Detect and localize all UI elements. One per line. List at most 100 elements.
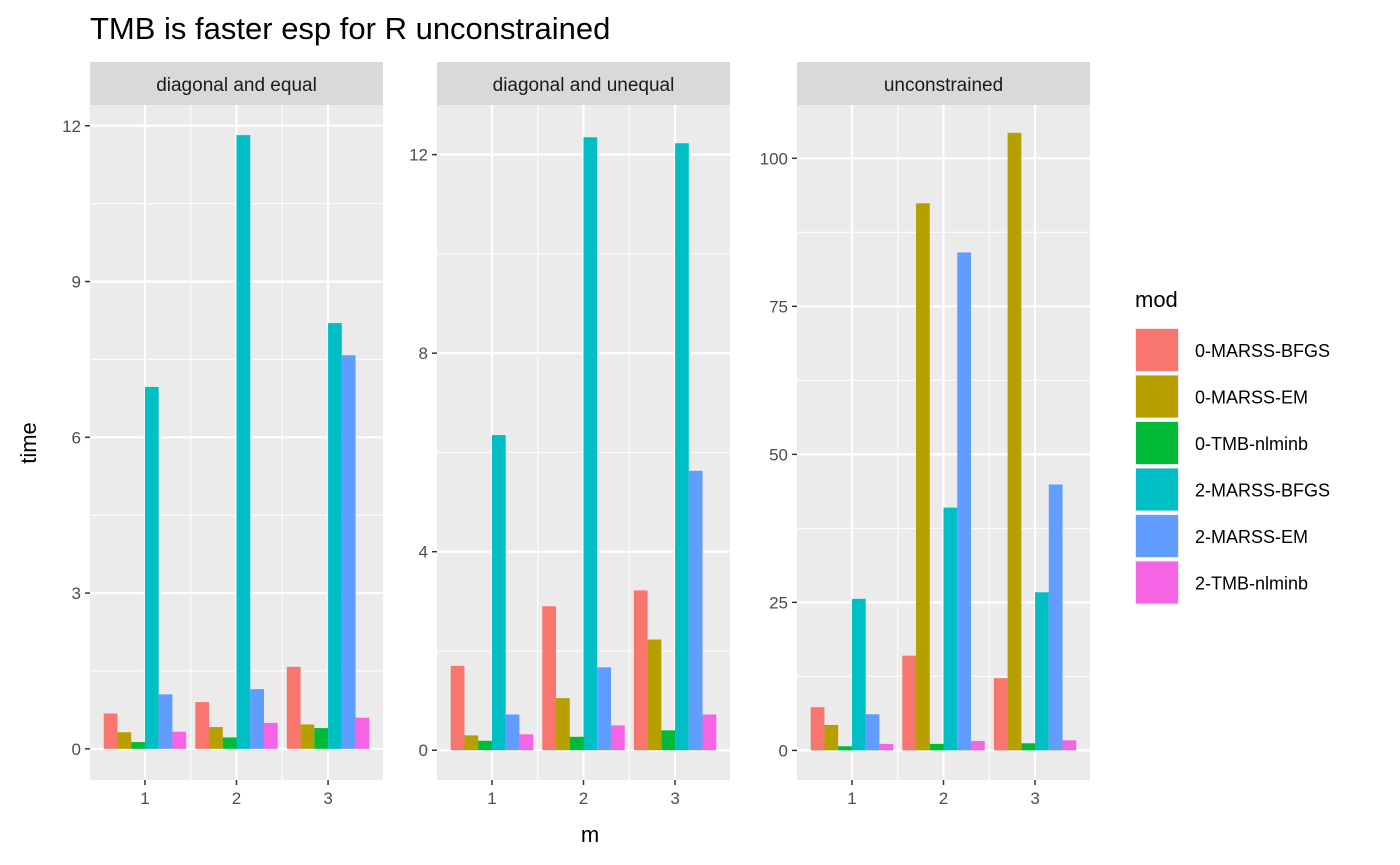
- x-tick-label: 2: [232, 789, 241, 808]
- facet-strip-label: unconstrained: [884, 75, 1003, 96]
- y-tick-label: 4: [419, 543, 428, 562]
- y-tick-label: 0: [419, 741, 428, 760]
- bar: [355, 717, 370, 749]
- bar: [702, 714, 717, 751]
- bar: [1062, 740, 1077, 751]
- bar: [464, 735, 479, 751]
- bar: [879, 743, 894, 751]
- x-axis-title: m: [581, 822, 599, 847]
- bar: [583, 137, 598, 751]
- x-tick-label: 3: [670, 789, 679, 808]
- bar: [661, 730, 676, 751]
- facet-strip: [90, 62, 383, 105]
- bar: [542, 606, 557, 751]
- x-tick-label: 3: [1030, 789, 1039, 808]
- bar: [865, 714, 880, 751]
- bar: [341, 355, 356, 749]
- bar: [236, 135, 251, 749]
- legend-swatch: [1136, 468, 1178, 511]
- bar: [916, 203, 930, 751]
- legend-item: 0-MARSS-BFGS: [1135, 328, 1330, 372]
- bar: [195, 702, 210, 749]
- bar: [824, 724, 839, 751]
- bar: [675, 143, 689, 751]
- bar: [300, 724, 315, 749]
- x-tick-label: 2: [939, 789, 948, 808]
- bar: [957, 252, 971, 751]
- bar: [970, 740, 985, 751]
- legend-label: 2-MARSS-BFGS: [1195, 481, 1330, 501]
- bar: [1035, 592, 1049, 751]
- x-tick-label: 1: [847, 789, 856, 808]
- bar: [103, 713, 118, 749]
- bar: [519, 734, 534, 751]
- bar: [144, 386, 159, 749]
- bar: [810, 707, 825, 751]
- facet-strip: [797, 62, 1090, 105]
- bar: [556, 698, 570, 751]
- bar: [633, 590, 648, 751]
- y-tick-label: 9: [72, 273, 81, 292]
- y-tick-label: 3: [72, 584, 81, 603]
- y-tick-label: 8: [419, 344, 428, 363]
- bar: [491, 435, 506, 751]
- legend-swatch: [1136, 329, 1178, 371]
- x-tick-label: 1: [487, 789, 496, 808]
- y-tick-label: 0: [72, 740, 81, 759]
- bar: [131, 742, 145, 749]
- chart-title: TMB is faster esp for R unconstrained: [90, 11, 610, 46]
- bar: [647, 639, 662, 751]
- bar: [450, 665, 465, 751]
- y-tick-label: 100: [760, 149, 788, 168]
- legend-item: 2-MARSS-EM: [1135, 514, 1308, 558]
- bar: [943, 507, 958, 751]
- y-tick-label: 25: [769, 593, 788, 612]
- legend-swatch: [1136, 515, 1178, 557]
- facet-strip-label: diagonal and unequal: [493, 75, 675, 96]
- x-tick-label: 2: [579, 789, 588, 808]
- bar: [158, 694, 173, 749]
- bar: [1021, 743, 1036, 751]
- bar: [597, 667, 611, 751]
- legend-label: 2-MARSS-EM: [1195, 527, 1308, 547]
- bar: [1048, 484, 1063, 751]
- legend-swatch: [1136, 561, 1178, 604]
- bar: [505, 714, 520, 751]
- y-tick-label: 0: [779, 741, 788, 760]
- facet-strip: [437, 62, 730, 105]
- bar: [250, 689, 264, 749]
- legend-item: 0-MARSS-EM: [1135, 374, 1308, 419]
- legend-title: mod: [1135, 287, 1178, 312]
- bar: [314, 728, 329, 749]
- bar: [929, 743, 944, 751]
- legend-label: 2-TMB-nlminb: [1195, 574, 1308, 594]
- panel-3: unconstrained 0 25 50 75 100 1 2 3: [760, 62, 1090, 808]
- bar: [478, 740, 492, 751]
- legend-item: 0-TMB-nlminb: [1135, 421, 1308, 465]
- legend-label: 0-MARSS-EM: [1195, 388, 1308, 408]
- bar: [838, 746, 852, 751]
- y-tick-label: 50: [769, 445, 788, 464]
- bar: [263, 722, 278, 749]
- bar: [610, 725, 625, 751]
- legend-label: 0-MARSS-BFGS: [1195, 341, 1330, 361]
- bar: [851, 598, 866, 751]
- bar: [902, 655, 917, 751]
- bar: [209, 727, 223, 749]
- y-tick-label: 6: [72, 428, 81, 447]
- y-axis-title: time: [16, 422, 41, 464]
- legend-swatch: [1136, 422, 1178, 464]
- bar: [569, 736, 584, 751]
- bar: [222, 737, 237, 749]
- x-tick-label: 1: [140, 789, 149, 808]
- y-tick-label: 12: [62, 117, 81, 136]
- legend-item: 2-TMB-nlminb: [1135, 560, 1308, 605]
- bar: [172, 731, 187, 749]
- bar: [993, 678, 1008, 751]
- x-tick-label: 3: [323, 789, 332, 808]
- facet-strip-label: diagonal and equal: [156, 75, 317, 96]
- legend-keys: 0-MARSS-BFGS 0-MARSS-EM 0-TMB-nlminb 2-MARS…: [1135, 328, 1330, 605]
